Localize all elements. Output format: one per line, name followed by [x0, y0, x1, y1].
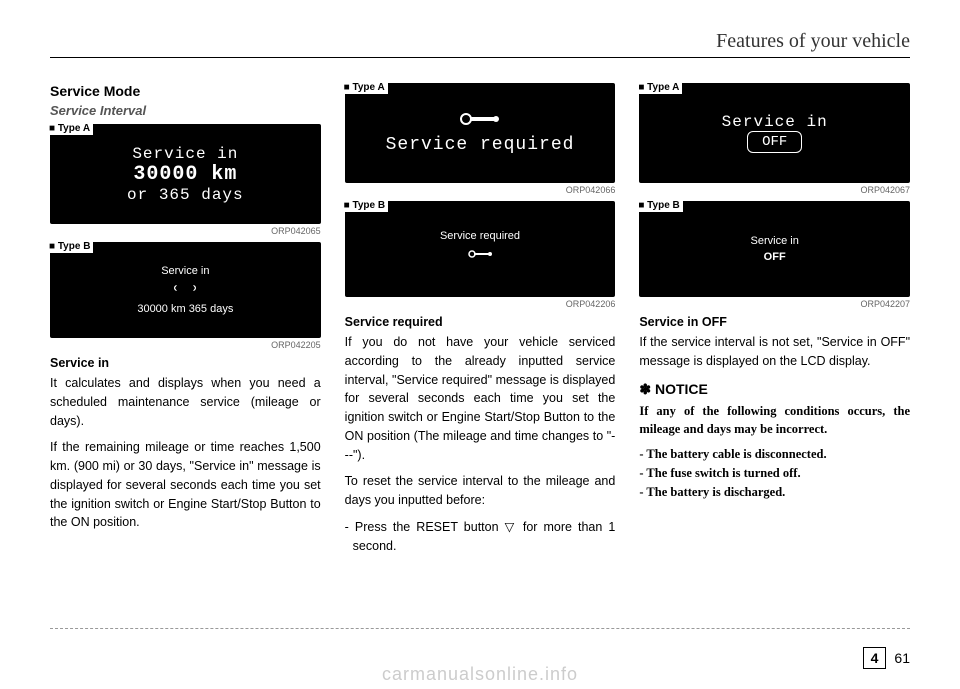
service-interval-subheading: Service Interval	[50, 103, 321, 118]
notice-item: - The fuse switch is turned off.	[651, 464, 910, 483]
off-text: OFF	[764, 251, 786, 263]
image-code: ORP042205	[50, 340, 321, 350]
column-1: Service Mode Service Interval ■ Type A S…	[50, 83, 321, 563]
db-title: Service required	[440, 230, 520, 242]
display-type-a: ■ Type A Service in OFF	[639, 83, 910, 183]
image-code: ORP042207	[639, 299, 910, 309]
page-footer: 4 61	[863, 647, 910, 669]
line1: Service in	[722, 113, 828, 131]
notice-heading: ✽ NOTICE	[639, 381, 910, 398]
service-mode-heading: Service Mode	[50, 83, 321, 99]
page-number: 61	[894, 650, 910, 666]
wrench-icon	[173, 281, 197, 299]
display-content: Service in OFF	[639, 201, 910, 297]
db-title: Service in	[161, 265, 209, 277]
notice-para: If any of the following conditions occur…	[639, 402, 910, 440]
db-title: Service in	[751, 235, 799, 247]
off-box: OFF	[747, 131, 802, 153]
para: If you do not have your vehicle serviced…	[345, 333, 616, 464]
para: If the remaining mileage or time reaches…	[50, 438, 321, 532]
display-type-a: ■ Type A Service in 30000 km or 365 days	[50, 124, 321, 224]
display-content: Service required	[345, 201, 616, 297]
para: If the service interval is not set, "Ser…	[639, 333, 910, 371]
display-content: Service required	[345, 83, 616, 183]
image-code: ORP042067	[639, 185, 910, 195]
service-required-sub: Service required	[345, 315, 616, 329]
line1: Service in	[132, 145, 238, 163]
line3: or 365 days	[127, 186, 244, 204]
column-3: ■ Type A Service in OFF ORP042067 ■ Type…	[639, 83, 910, 563]
column-2: ■ Type A Service required ORP042066 ■ Ty…	[345, 83, 616, 563]
display-type-b: ■ Type B Service required	[345, 201, 616, 297]
wrench-icon	[460, 112, 500, 131]
display-type-b: ■ Type B Service in 30000 km 365 days	[50, 242, 321, 338]
image-code: ORP042066	[345, 185, 616, 195]
page-section: 4	[863, 647, 887, 669]
display-type-a: ■ Type A Service required	[345, 83, 616, 183]
watermark: carmanualsonline.info	[382, 664, 578, 685]
content-columns: Service Mode Service Interval ■ Type A S…	[50, 83, 910, 563]
para: To reset the service interval to the mil…	[345, 472, 616, 510]
wrench-icon	[468, 246, 492, 264]
service-off-sub: Service in OFF	[639, 315, 910, 329]
image-code: ORP042065	[50, 226, 321, 236]
display-type-b: ■ Type B Service in OFF	[639, 201, 910, 297]
header-title: Features of your vehicle	[50, 30, 910, 58]
notice-item: - The battery cable is disconnected.	[651, 445, 910, 464]
footer-divider	[50, 628, 910, 629]
db-sub: 30000 km 365 days	[137, 303, 233, 315]
notice-item: - The battery is discharged.	[651, 483, 910, 502]
para: - Press the RESET button ▽ for more than…	[353, 518, 616, 556]
image-code: ORP042206	[345, 299, 616, 309]
para: It calculates and displays when you need…	[50, 374, 321, 430]
service-in-sub: Service in	[50, 356, 321, 370]
display-content: Service in 30000 km 365 days	[50, 242, 321, 338]
line2: 30000 km	[133, 163, 237, 186]
line1: Service required	[386, 135, 575, 155]
display-content: Service in 30000 km or 365 days	[50, 124, 321, 224]
display-content: Service in OFF	[639, 83, 910, 183]
